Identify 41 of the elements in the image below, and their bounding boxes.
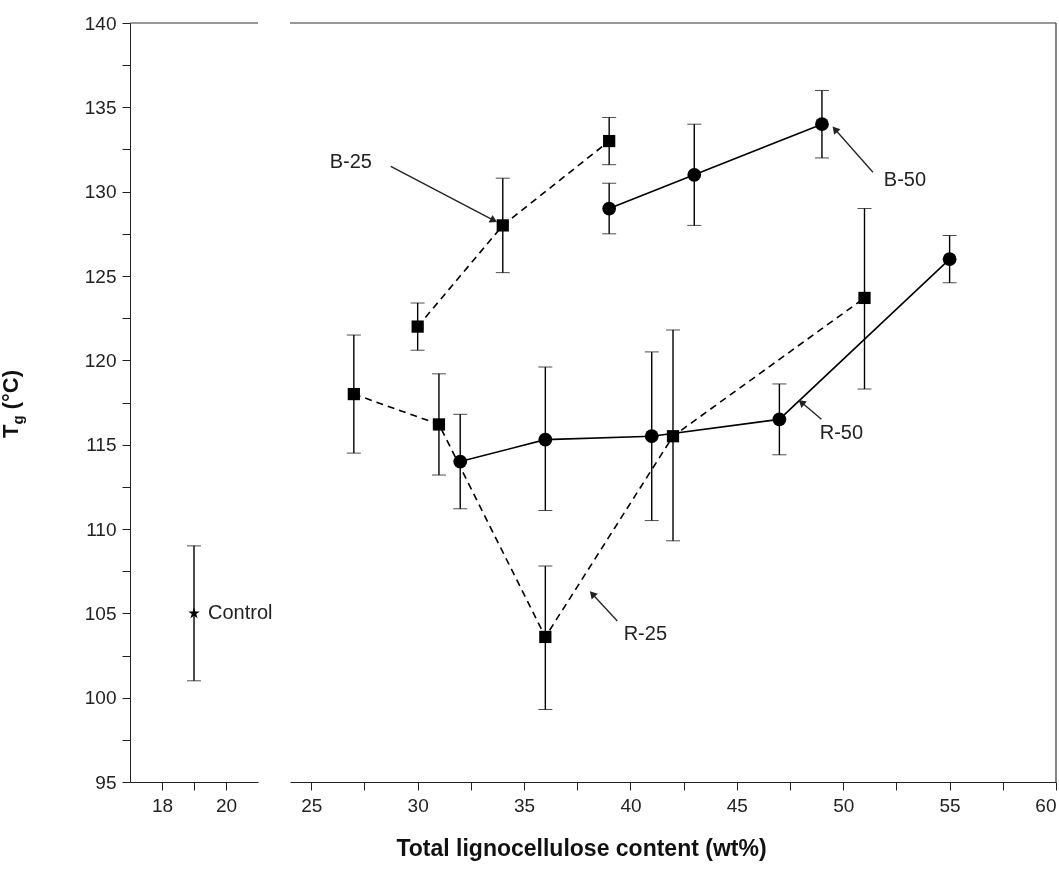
x-tick-label: 30 <box>407 794 429 816</box>
point <box>453 454 468 469</box>
y-tick-label: 105 <box>84 602 117 624</box>
point <box>858 291 871 305</box>
y-tick-label: 100 <box>84 687 117 709</box>
y-tick-label: 130 <box>84 181 117 203</box>
x-axis-title: Total lignocellulose content (wt%) <box>396 834 767 861</box>
point <box>539 630 552 644</box>
y-tick-label: 120 <box>84 349 117 371</box>
text: B-25 <box>329 150 372 173</box>
point <box>496 219 509 232</box>
y-tick-label: 135 <box>84 96 117 118</box>
x-tick-label: 40 <box>620 794 642 816</box>
y-tick-label: 125 <box>84 265 117 287</box>
series-label: Control <box>208 601 273 624</box>
x-tick-label: 55 <box>939 794 961 816</box>
y-tick-label: 115 <box>86 434 117 456</box>
point <box>603 134 616 148</box>
point <box>538 432 553 447</box>
x-tick-label: 45 <box>726 794 748 816</box>
point <box>602 201 617 216</box>
text: R-25 <box>623 621 668 644</box>
series-label: R-50 <box>819 421 864 444</box>
point <box>347 387 360 401</box>
text: B-50 <box>883 168 927 191</box>
x-tick-label: 18 <box>151 794 174 816</box>
x-tick-label: 60 <box>1035 794 1057 816</box>
point <box>772 412 787 427</box>
point <box>432 418 446 431</box>
point <box>411 320 424 333</box>
point <box>942 252 957 267</box>
y-tick-label: 95 <box>95 771 117 793</box>
y-tick-label: 140 <box>84 12 117 34</box>
x-tick-label: 35 <box>513 794 536 816</box>
y-tick-label: 110 <box>86 518 117 540</box>
point <box>815 117 829 132</box>
x-tick-label: 20 <box>215 794 238 816</box>
x-tick-label: 50 <box>833 794 855 816</box>
point <box>687 167 702 182</box>
point <box>644 429 659 444</box>
x-tick-label: 25 <box>301 794 323 816</box>
